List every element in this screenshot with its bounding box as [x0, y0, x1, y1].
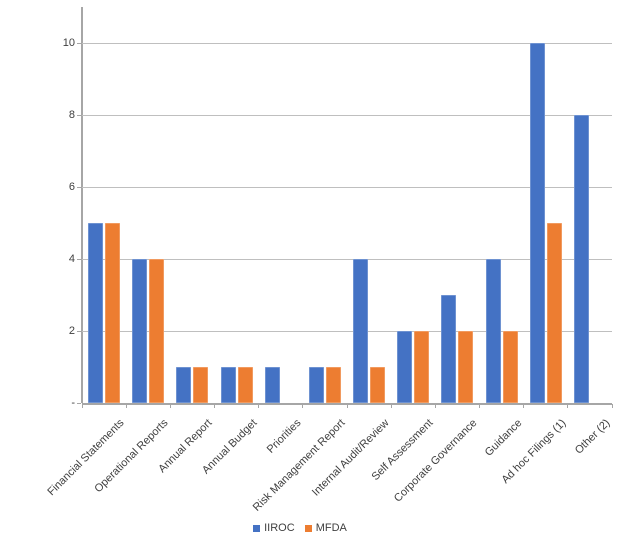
y-axis-tick — [77, 258, 81, 260]
bar-mfda-annual-report — [193, 367, 209, 403]
bar-mfda-operational-reports — [149, 259, 165, 403]
bar-mfda-self-assessment — [414, 331, 430, 403]
legend: IIROC MFDA — [0, 521, 600, 535]
y-axis-tick — [77, 402, 81, 404]
legend-item-iiroc: IIROC — [253, 522, 295, 534]
x-axis-tick — [346, 404, 348, 408]
y-axis-tick — [77, 330, 81, 332]
bar-iiroc-priorities — [264, 367, 280, 403]
bar-mfda-financial-statements — [105, 223, 121, 403]
bar-mfda-corporate-governance — [458, 331, 474, 403]
gridline-6 — [82, 186, 612, 188]
gridline-4 — [82, 258, 612, 260]
gridline-8 — [82, 114, 612, 116]
x-axis-tick — [611, 404, 613, 408]
bar-mfda-ad-hoc-filings-1 — [546, 223, 562, 403]
y-axis-tick — [77, 114, 81, 116]
y-axis-label-2: 2 — [68, 325, 75, 337]
y-axis-label-: - — [71, 397, 75, 409]
x-axis-line — [82, 403, 612, 405]
legend-swatch-iiroc-icon — [253, 524, 261, 532]
bar-iiroc-operational-reports — [132, 259, 148, 403]
legend-label-iiroc: IIROC — [264, 522, 295, 534]
y-axis-label-4: 4 — [68, 253, 75, 265]
legend-swatch-mfda-icon — [304, 524, 312, 532]
bar-iiroc-other-2 — [573, 115, 589, 403]
x-axis-tick — [258, 404, 260, 408]
x-axis-tick — [214, 404, 215, 408]
legend-item-mfda: MFDA — [304, 522, 347, 534]
x-axis-tick — [523, 404, 525, 408]
y-axis-line — [81, 7, 83, 403]
bar-iiroc-internal-audit-review — [353, 259, 369, 403]
bar-mfda-annual-budget — [237, 367, 253, 403]
gridline-2 — [82, 330, 612, 332]
x-axis-tick — [302, 404, 304, 408]
bar-iiroc-financial-statements — [88, 223, 104, 403]
x-axis-tick — [81, 404, 83, 408]
y-axis-label-10: 10 — [62, 37, 75, 49]
bar-iiroc-corporate-governance — [441, 295, 457, 403]
x-axis-tick — [390, 404, 392, 408]
bar-iiroc-annual-report — [176, 367, 192, 403]
bar-mfda-internal-audit-review — [370, 367, 386, 403]
bar-iiroc-risk-management-report — [308, 367, 324, 403]
gridline-10 — [82, 42, 612, 44]
y-axis-tick — [77, 42, 81, 44]
bar-iiroc-self-assessment — [397, 331, 413, 403]
bar-iiroc-ad-hoc-filings-1 — [529, 43, 545, 403]
x-axis-tick — [125, 404, 127, 408]
y-axis-label-6: 6 — [68, 181, 75, 193]
legend-label-mfda: MFDA — [315, 522, 347, 534]
x-axis-tick — [434, 404, 436, 408]
bar-mfda-risk-management-report — [325, 367, 341, 403]
y-axis-label-8: 8 — [68, 109, 75, 121]
x-axis-tick — [567, 404, 569, 408]
bar-iiroc-annual-budget — [220, 367, 236, 403]
bar-mfda-guidance — [502, 331, 518, 403]
x-axis-tick — [169, 404, 171, 408]
y-axis-tick — [77, 186, 81, 188]
bar-iiroc-guidance — [485, 259, 501, 403]
x-axis-tick — [479, 404, 480, 408]
